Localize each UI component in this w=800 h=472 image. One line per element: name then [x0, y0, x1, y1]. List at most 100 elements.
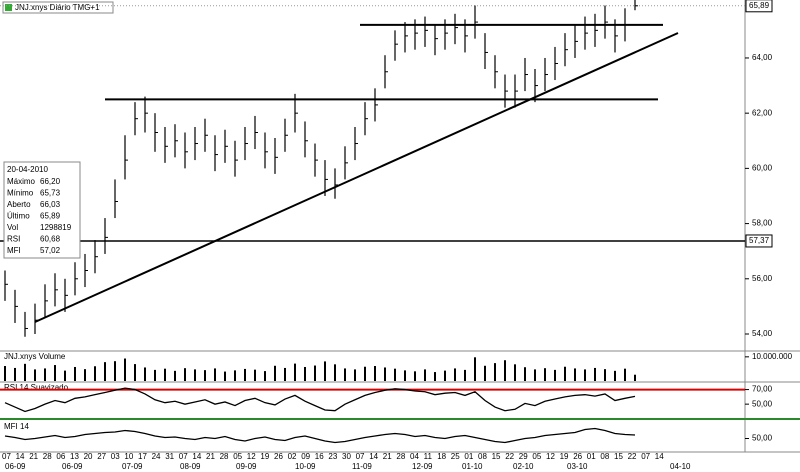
x-tick-label: 28	[220, 452, 229, 461]
x-tick-label: 26	[274, 452, 283, 461]
volume-bar	[384, 367, 386, 381]
level-label-box	[745, 234, 773, 248]
volume-bar	[444, 370, 446, 381]
volume-bar	[624, 368, 626, 381]
y-tick-label: 60,00	[752, 163, 773, 172]
volume-bar	[474, 357, 476, 381]
x-tick-label: 21	[206, 452, 215, 461]
title-box	[2, 1, 114, 14]
x-tick-label: 09	[301, 452, 310, 461]
x-tick-label: 20	[84, 452, 93, 461]
volume-bar	[104, 362, 106, 381]
y-tick-label: 56,00	[752, 274, 773, 283]
volume-bar	[314, 365, 316, 381]
y-tick-label: 50,00	[752, 399, 773, 408]
y-tick-label: 54,00	[752, 329, 773, 338]
volume-bar	[274, 365, 276, 381]
x-month-label: 09-09	[236, 462, 257, 471]
x-tick-label: 10	[124, 452, 133, 461]
x-month-label: 06-09	[62, 462, 83, 471]
volume-bar	[454, 368, 456, 381]
x-tick-label: 12	[247, 452, 256, 461]
volume-bar	[464, 369, 466, 381]
mfi-line	[4, 427, 636, 444]
volume-bar	[604, 369, 606, 381]
icon	[5, 4, 12, 11]
x-tick-label: 30	[342, 452, 351, 461]
x-tick-label: 27	[97, 452, 106, 461]
volume-bar	[284, 367, 286, 381]
x-tick-label: 05	[233, 452, 242, 461]
rsi-line	[4, 387, 636, 413]
volume-bar	[414, 371, 416, 381]
x-tick-label: 08	[600, 452, 609, 461]
volume-bar	[394, 368, 396, 381]
volume-bar	[494, 363, 496, 381]
y-tick-label: 10.000.000	[752, 352, 793, 361]
info-label: Vol	[7, 223, 18, 232]
x-tick-label: 16	[315, 452, 324, 461]
volume-bar	[594, 367, 596, 381]
x-tick-label: 07	[356, 452, 365, 461]
volume-bar	[244, 368, 246, 381]
x-tick-label: 02	[288, 452, 297, 461]
x-tick-label: 25	[451, 452, 460, 461]
x-tick-label: 17	[138, 452, 147, 461]
x-tick-label: 07	[2, 452, 11, 461]
info-label: Mínimo	[7, 189, 34, 198]
info-value: 66,20	[40, 177, 61, 186]
volume-bar	[184, 368, 186, 381]
x-tick-label: 06	[56, 452, 65, 461]
x-tick-label: 07	[641, 452, 650, 461]
info-date: 20-04-2010	[7, 165, 48, 174]
x-tick-label: 23	[328, 452, 337, 461]
volume-bar	[374, 366, 376, 381]
y-tick-label: 62,00	[752, 108, 773, 117]
x-tick-label: 14	[655, 452, 664, 461]
info-label: MFI	[7, 246, 21, 255]
x-tick-label: 14	[369, 452, 378, 461]
x-month-label: 11-09	[352, 462, 372, 471]
volume-bar	[64, 370, 66, 381]
x-month-label: 01-10	[462, 462, 483, 471]
volume-bar	[544, 368, 546, 381]
panel-title: JNJ.xnys Volume	[4, 352, 66, 361]
info-value: 60,68	[40, 235, 61, 244]
x-tick-label: 18	[437, 452, 446, 461]
x-tick-label: 31	[165, 452, 174, 461]
y-tick-label: 70,00	[752, 385, 773, 394]
volume-bar	[344, 368, 346, 381]
volume-bar	[174, 370, 176, 381]
volume-bar	[434, 372, 436, 381]
x-tick-label: 01	[587, 452, 596, 461]
x-tick-label: 19	[260, 452, 269, 461]
x-tick-label: 21	[29, 452, 38, 461]
volume-bar	[614, 370, 616, 381]
info-label: Último	[7, 212, 30, 221]
volume-bar	[554, 369, 556, 381]
volume-bar	[224, 371, 226, 381]
chart-title: JNJ.xnys Diário TMG+1	[15, 3, 100, 12]
volume-bar	[4, 366, 6, 381]
x-tick-label: 01	[464, 452, 473, 461]
x-month-label: 04-10	[670, 462, 691, 471]
x-tick-label: 05	[532, 452, 541, 461]
info-value: 1298819	[40, 223, 72, 232]
x-month-label: 07-09	[122, 462, 143, 471]
volume-bar	[294, 363, 296, 381]
x-tick-label: 22	[628, 452, 637, 461]
x-tick-label: 14	[16, 452, 25, 461]
panel-title: RSI 14 Suavizado	[4, 383, 69, 392]
info-label: RSI	[7, 235, 20, 244]
y-tick-label: 64,00	[752, 53, 773, 62]
x-tick-label: 04	[410, 452, 419, 461]
volume-bar	[514, 364, 516, 381]
x-tick-label: 26	[573, 452, 582, 461]
volume-bar	[204, 370, 206, 381]
volume-bar	[504, 360, 506, 381]
trend-line	[34, 32, 679, 323]
x-month-label: 06-09	[5, 462, 26, 471]
volume-bar	[24, 363, 26, 381]
volume-bar	[74, 366, 76, 381]
